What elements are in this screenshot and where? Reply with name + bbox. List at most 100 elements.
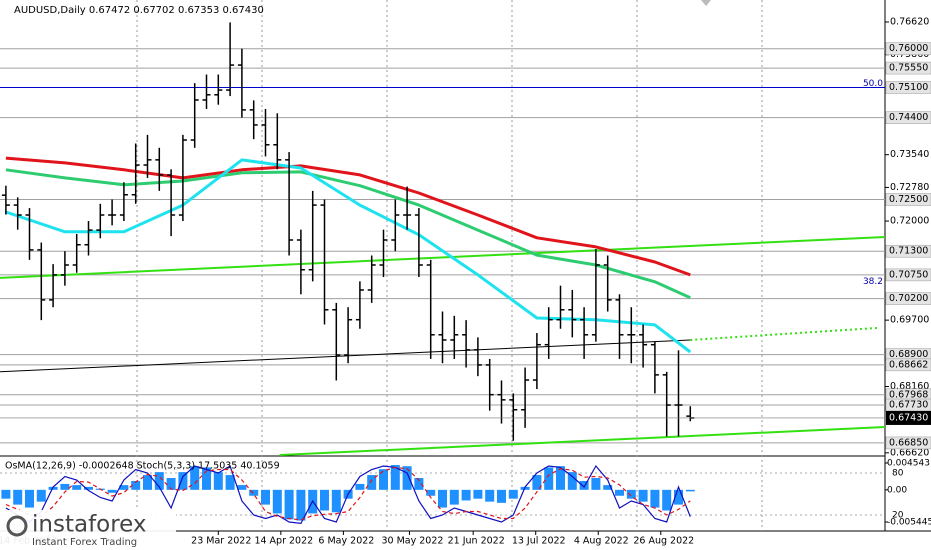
x-tick-label: 21 Jun 2022 xyxy=(448,536,505,547)
fib-label: 38.2 xyxy=(863,277,883,287)
osma-bar xyxy=(603,485,613,490)
level-label-box xyxy=(885,193,931,206)
x-tick-label: 14 Apr 2022 xyxy=(254,536,313,547)
trendline xyxy=(690,326,878,341)
level-label-box xyxy=(885,268,931,282)
level-label: 0.70200 xyxy=(889,293,928,304)
x-tick-label: 6 May 2022 xyxy=(318,536,374,547)
fib-label: 50.0 xyxy=(863,79,883,89)
osma-bar xyxy=(25,489,34,508)
osma-tick-label: 0.0045431 xyxy=(887,459,931,469)
osma-bar xyxy=(107,489,117,493)
x-tick-label: 23 Mar 2022 xyxy=(191,536,251,547)
x-tick-label: 4 Aug 2022 xyxy=(574,536,629,547)
osma-bar xyxy=(154,472,164,490)
osma-bar xyxy=(72,485,82,490)
stoch-tick-label: 80 xyxy=(892,469,904,479)
osma-bar xyxy=(579,480,589,490)
osma-bar xyxy=(190,466,200,490)
osma-bar xyxy=(13,489,23,505)
osma-tick-label: 0.00 xyxy=(887,485,907,495)
level-label: 0.76000 xyxy=(889,43,928,54)
current-price-box xyxy=(886,410,931,425)
stoch-line xyxy=(5,464,691,525)
osma-bar xyxy=(426,489,436,496)
level-label-box xyxy=(885,111,931,124)
osma-bar xyxy=(544,467,554,490)
level-label: 0.70750 xyxy=(889,269,928,280)
osma-bar xyxy=(497,489,506,503)
shift-marker xyxy=(701,0,711,6)
osma-bar xyxy=(615,489,624,496)
moving-average xyxy=(5,156,691,277)
logo: instaforex Instant Forex Trading xyxy=(0,510,176,550)
osma-bar xyxy=(60,483,70,490)
osma-bar xyxy=(390,465,400,490)
level-label: 0.66850 xyxy=(889,437,928,448)
osma-bar xyxy=(202,467,211,490)
level-label-box xyxy=(885,436,931,450)
osma-bar xyxy=(414,478,424,490)
osma-bar xyxy=(213,472,223,490)
y-tick-label: 0.69700 xyxy=(890,315,929,326)
osma-bar xyxy=(355,483,365,490)
osma-bar xyxy=(674,489,683,505)
osma-bar xyxy=(284,489,294,520)
osma-bar xyxy=(461,489,471,501)
y-tick-label: 0.76620 xyxy=(890,16,929,27)
osma-bar xyxy=(662,489,672,511)
level-label-box xyxy=(885,42,931,55)
osma-tick-label: -0.0054456 xyxy=(887,518,931,528)
osma-bar xyxy=(650,489,660,508)
y-tick-label: 0.73540 xyxy=(890,149,929,160)
logo-name: instaforex xyxy=(32,512,147,538)
osma-bar xyxy=(131,480,141,490)
indicator-title: OsMA(12,26,9) -0.0002648 Stoch(5,3,3) 17… xyxy=(5,461,280,472)
trendline xyxy=(0,236,886,279)
osma-bar xyxy=(685,489,695,492)
level-label: 0.75100 xyxy=(889,82,928,93)
osma-bar xyxy=(296,489,306,521)
osma-bar xyxy=(402,466,412,490)
y-tick-label: 0.72000 xyxy=(890,216,929,227)
osma-bar xyxy=(508,489,518,499)
trendline xyxy=(279,426,886,456)
osma-bar xyxy=(438,489,447,508)
osma-bar xyxy=(249,489,259,496)
osma-bar xyxy=(272,489,282,514)
level-label-box xyxy=(885,244,931,258)
level-label: 0.68662 xyxy=(889,359,928,370)
osma-bar xyxy=(638,489,648,502)
osma-bar xyxy=(367,475,377,490)
level-label-box xyxy=(885,358,931,372)
osma-bar xyxy=(237,485,247,490)
chart-title: AUDUSD,Daily 0.67472 0.67702 0.67353 0.6… xyxy=(14,5,264,16)
osma-bar xyxy=(485,489,495,502)
stoch-tick-label: 20 xyxy=(892,511,904,521)
x-tick-label: 30 May 2022 xyxy=(381,536,443,547)
y-tick-label: 0.66620 xyxy=(890,447,929,458)
level-label: 0.68900 xyxy=(889,349,928,360)
osma-bar xyxy=(556,466,565,490)
osma-bar xyxy=(532,475,542,490)
osma-bar xyxy=(261,489,270,505)
level-label: 0.67730 xyxy=(889,400,928,411)
osma-bar xyxy=(178,472,188,490)
logo-icon xyxy=(6,515,28,537)
osma-bar xyxy=(320,489,329,511)
level-label-box xyxy=(885,61,931,75)
logo-background xyxy=(0,510,176,550)
osma-bar xyxy=(225,475,235,490)
osma-bar xyxy=(379,469,388,490)
level-label: 0.67968 xyxy=(889,389,928,400)
osma-bar xyxy=(567,472,577,490)
x-tick-label: 26 Aug 2022 xyxy=(633,536,694,547)
level-label: 0.72500 xyxy=(889,194,928,205)
y-tick-label: 0.68160 xyxy=(890,381,929,392)
osma-bar xyxy=(626,489,636,499)
level-label: 0.71300 xyxy=(889,246,928,257)
osma-bar xyxy=(36,489,46,502)
y-tick-label: 0.72780 xyxy=(890,182,929,193)
